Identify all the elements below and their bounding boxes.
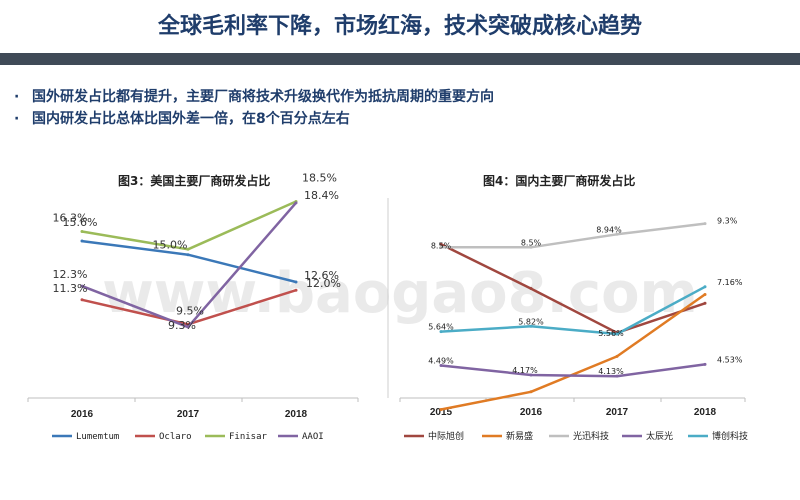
chart4-tick-label: 2016 [520, 407, 543, 418]
bullet-dot-icon: · [14, 89, 20, 105]
chart4-legend-label: 太辰光 [646, 430, 673, 442]
chart4-data-label: 5.56% [598, 329, 624, 338]
chart3-legend-label: Lumemtum [76, 432, 119, 442]
chart3-data-label: 12.0% [306, 277, 341, 290]
chart4-data-point [615, 232, 619, 236]
chart4-series-line-4 [440, 285, 706, 336]
chart4-title: 图4：国内主要厂商研发占比 [483, 174, 636, 188]
chart3-legend-label: AAOI [302, 432, 324, 442]
bullet-dot-icon: · [14, 111, 20, 127]
chart4-tick-label: 2015 [430, 407, 453, 418]
chart3-data-label: 15.0% [153, 238, 188, 251]
bullet-1: · 国外研发占比都有提升，主要厂商将技术升级换代作为抵抗周期的重要方向 [14, 86, 494, 106]
chart4-data-label: 7.16% [717, 278, 743, 287]
chart4-data-label: 4.13% [598, 367, 624, 376]
chart3-data-label: 16.3% [53, 212, 88, 225]
chart4-group: 2015 2016 2017 2018 8.5% 8.5% 8.94% 9.3% 4.49% 4.… [399, 217, 748, 442]
chart4-data-label: 4.49% [428, 357, 454, 366]
chart4-data-point [615, 332, 619, 336]
chart4-data-label: 9.3% [717, 217, 738, 226]
chart4-data-point [703, 301, 707, 305]
chart3-data-point [80, 239, 84, 243]
bullet-1-text: 国外研发占比都有提升，主要厂商将技术升级换代作为抵抗周期的重要方向 [32, 89, 494, 105]
chart4-series-line-1 [440, 293, 706, 411]
chart4-data-point [529, 324, 533, 328]
chart4-data-point [529, 373, 533, 377]
chart4-data-point [615, 374, 619, 378]
chart4-data-point [529, 390, 533, 394]
chart3-data-point [186, 253, 190, 257]
chart4-data-point [439, 242, 443, 246]
chart3-data-label: 9.3% [168, 319, 196, 332]
watermark-text: www.baogao8.com [102, 261, 698, 326]
chart3-data-point [294, 280, 298, 284]
chart3-title: 图3：美国主要厂商研发占比 [118, 174, 271, 188]
header-divider-bar [0, 53, 800, 65]
chart4-data-label: 4.53% [717, 355, 743, 364]
chart3-tick-label: 2016 [71, 409, 94, 420]
chart4-data-point [529, 287, 533, 291]
chart3-data-label: 12.6% [304, 269, 339, 282]
chart3-data-label: 18.5% [302, 171, 337, 184]
chart4-data-point [439, 330, 443, 334]
chart4-series-line-0 [440, 243, 706, 335]
chart4-data-label: 8.5% [521, 238, 542, 247]
chart3-data-point [294, 288, 298, 292]
chart4-legend-label: 光迅科技 [573, 430, 609, 442]
chart3-data-point [186, 325, 190, 329]
chart3-data-label: 18.4% [304, 189, 339, 202]
chart3-tick-label: 2017 [177, 409, 200, 420]
chart4-data-label: 8.94% [596, 225, 622, 234]
bullet-2: · 国内研发占比总体比国外差一倍，在8个百分点左右 [14, 108, 350, 128]
chart3-tick-label: 2018 [285, 409, 308, 420]
chart4-tick-label: 2017 [606, 407, 629, 418]
chart3-series-line-2 [81, 200, 297, 251]
bullet-2-text: 国内研发占比总体比国外差一倍，在8个百分点左右 [32, 111, 350, 127]
chart4-data-point [439, 364, 443, 368]
chart3-data-point [80, 230, 84, 234]
chart4-data-label: 4.17% [512, 366, 538, 375]
chart4-data-point [615, 354, 619, 358]
chart4-data-point [439, 408, 443, 411]
chart4-data-point [703, 222, 707, 226]
chart3-data-label: 11.3% [53, 282, 88, 295]
chart4-data-point [529, 245, 533, 249]
chart3-legend-label: Finisar [229, 432, 268, 442]
chart4-data-label: 8.5% [431, 241, 452, 250]
chart3-data-point [80, 298, 84, 302]
chart4-tick-label: 2018 [694, 407, 717, 418]
chart4-legend-label: 中际旭创 [428, 430, 464, 442]
chart4-data-label: 5.82% [518, 317, 544, 326]
chart3-data-label: 12.3% [53, 268, 88, 281]
chart3-data-point [186, 247, 190, 251]
chart3-data-point [80, 284, 84, 288]
chart4-data-point [703, 285, 707, 289]
chart4-data-point [703, 292, 707, 296]
chart3-legend-label: Oclaro [159, 432, 192, 442]
page-title: 全球毛利率下降，市场红海，技术突破成核心趋势 [157, 14, 642, 39]
chart4-series-line-3 [440, 363, 706, 378]
chart4-data-label: 5.64% [428, 323, 454, 332]
chart4-legend-label: 新易盛 [506, 430, 533, 442]
chart3-group: 2016 2017 2018 15.6% 12.6% 11.3% 9.5% 12.0% 16.3… [27, 171, 359, 442]
chart4-data-point [703, 362, 707, 366]
chart4-legend-label: 博创科技 [712, 430, 748, 442]
chart3-data-point [294, 201, 298, 205]
chart3-data-label: 9.5% [176, 304, 204, 317]
chart3-data-label: 15.6% [63, 216, 98, 229]
chart4-series-line-2 [441, 222, 706, 249]
chart4-data-point [439, 245, 443, 249]
